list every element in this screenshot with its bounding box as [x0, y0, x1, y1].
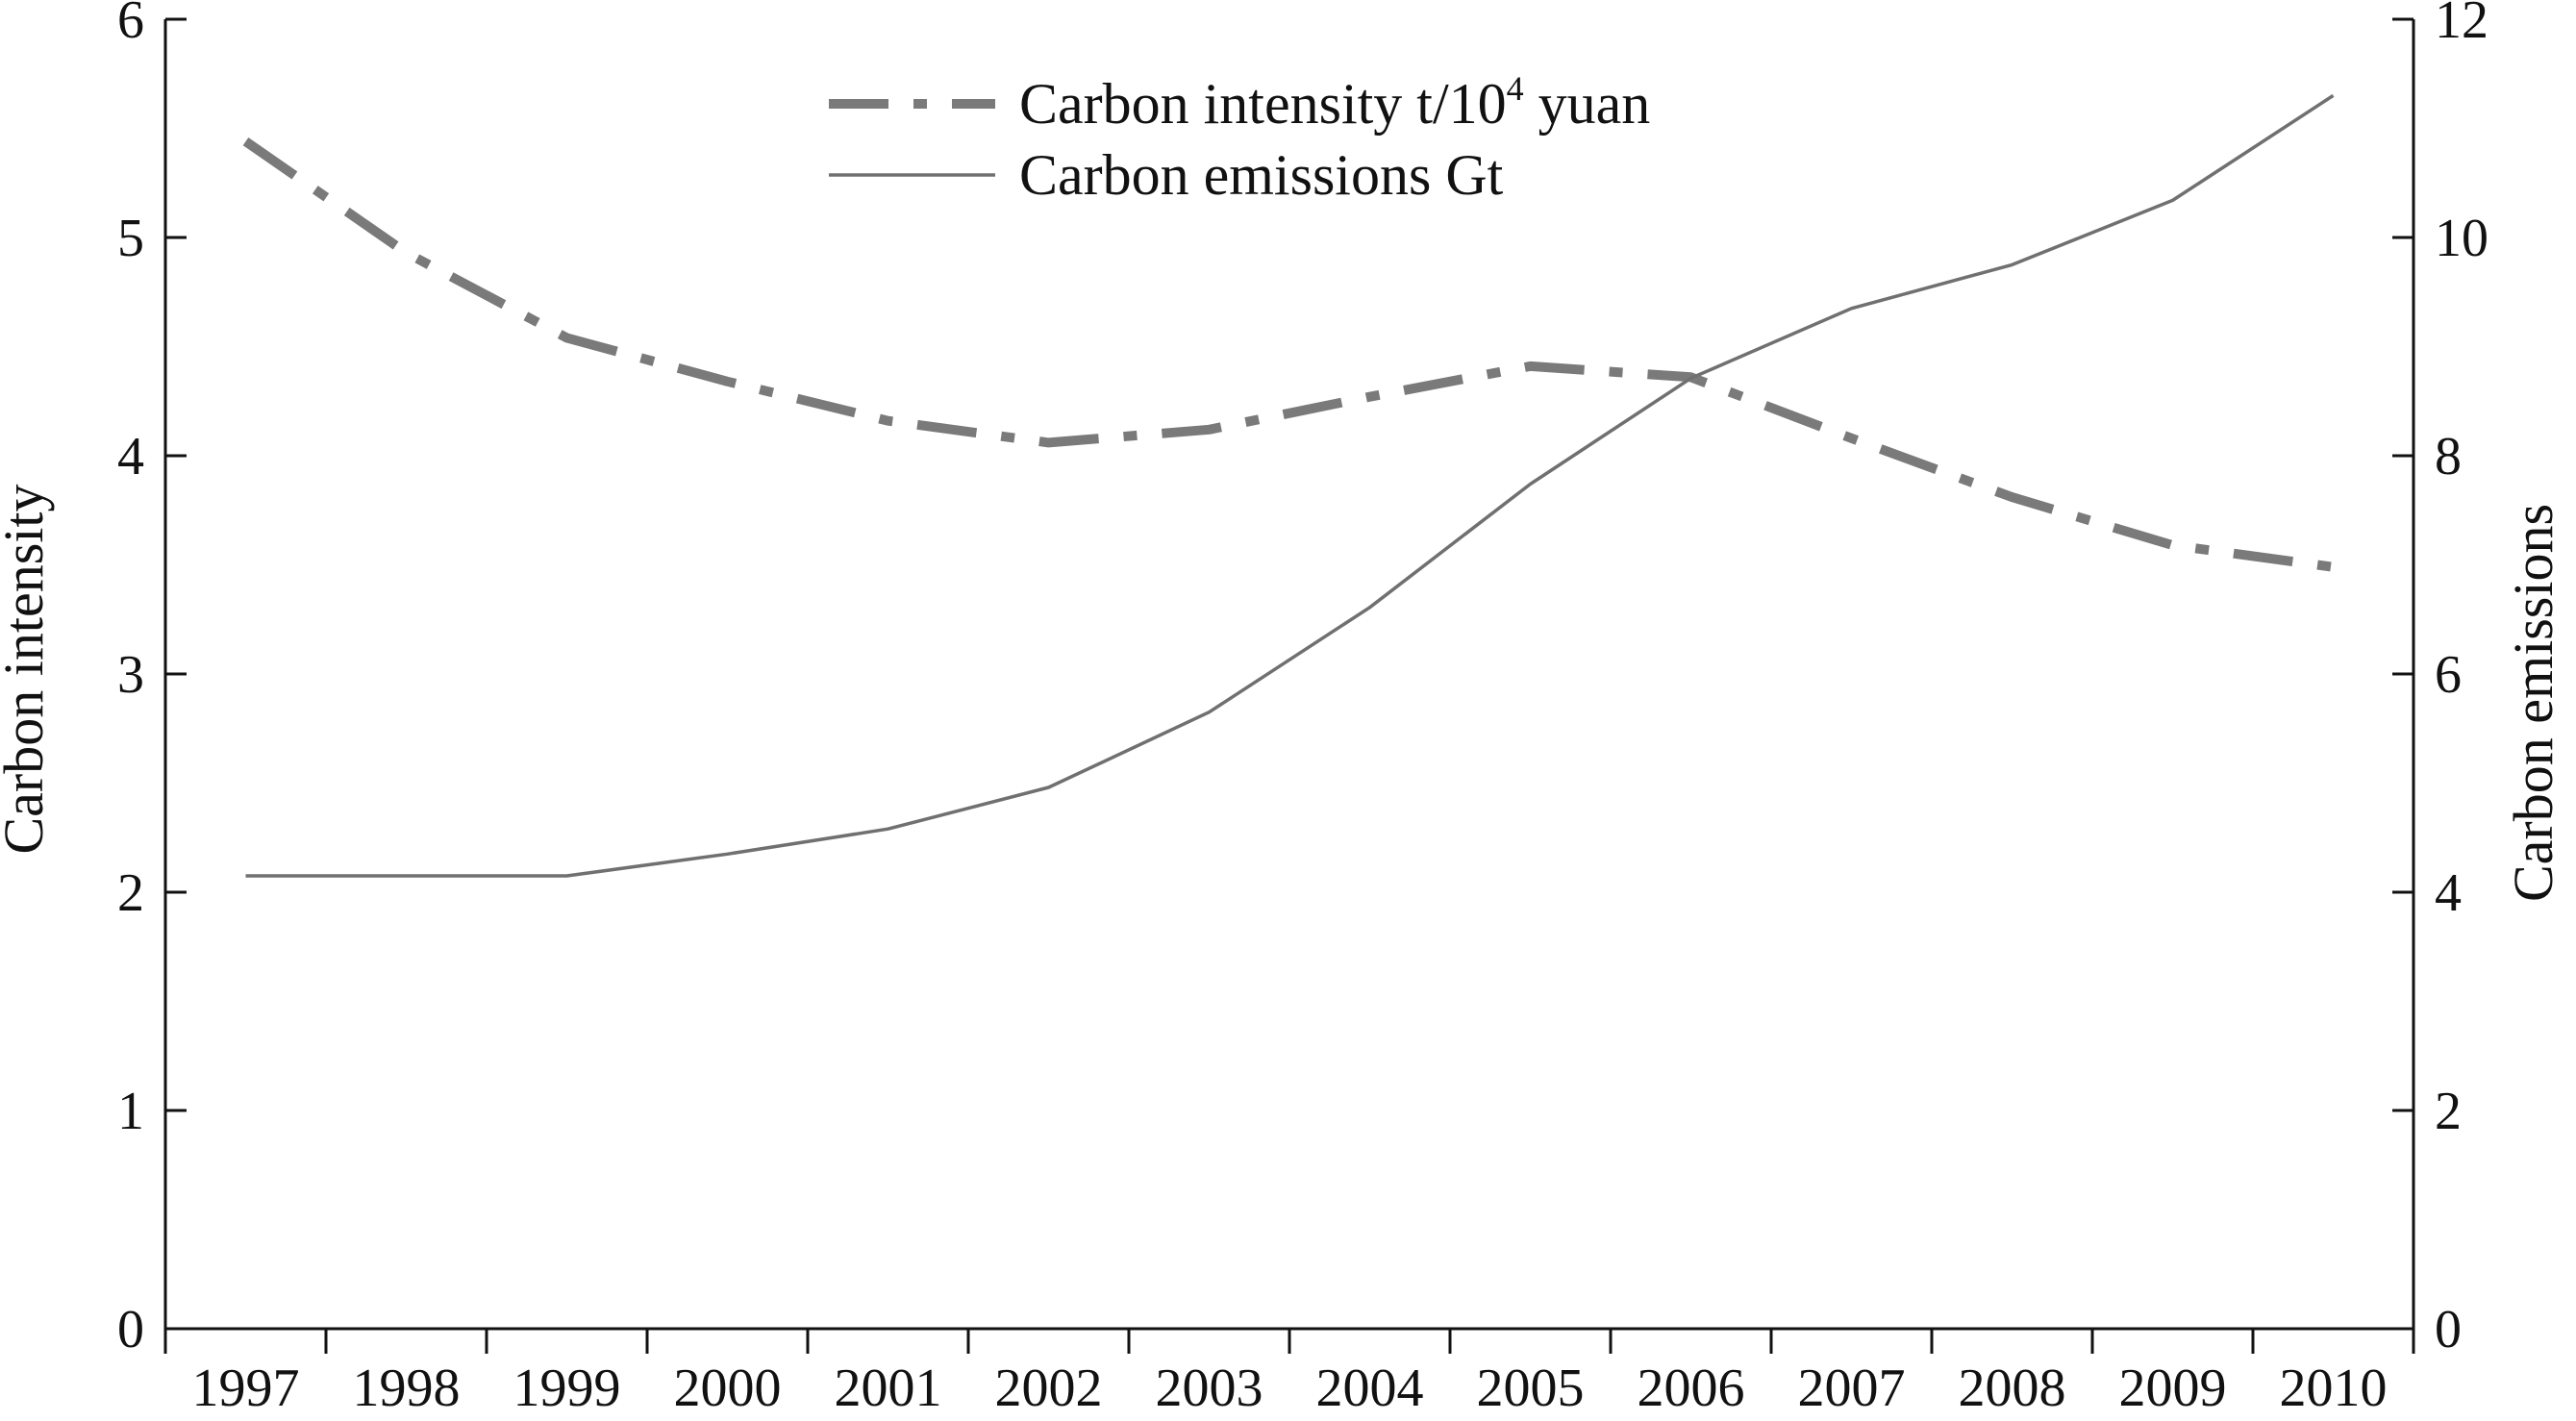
x-axis-tick-label: 2004 — [1316, 1359, 1424, 1418]
legend-label-carbon-intensity: Carbon intensity t/104 yuan — [1019, 69, 1650, 136]
carbon-emissions-line — [245, 93, 2335, 878]
series-layer — [242, 93, 2335, 878]
x-axis-tick-label: 1999 — [513, 1359, 621, 1418]
carbon-intensity-line — [242, 137, 2335, 572]
left-axis-tick-label: 6 — [117, 0, 144, 50]
x-axis-tick-label: 2006 — [1638, 1359, 1745, 1418]
x-axis-tick-label: 2008 — [1959, 1359, 2066, 1418]
right-axis-tick-label: 10 — [2435, 209, 2488, 268]
legend-label-carbon-emissions: Carbon emissions Gt — [1019, 143, 1504, 207]
x-axis-tick-label: 2005 — [1477, 1359, 1585, 1418]
right-axis-tick-label: 6 — [2435, 645, 2462, 705]
left-axis-tick-label: 4 — [117, 427, 144, 486]
x-axis-tick-label: 2010 — [2280, 1359, 2388, 1418]
right-axis-tick-label: 0 — [2435, 1300, 2462, 1359]
x-axis-tick-label: 2002 — [995, 1359, 1103, 1418]
x-axis-tick-label: 2003 — [1156, 1359, 1263, 1418]
left-axis-title: Carbon intensity — [0, 484, 55, 854]
right-axis-tick-label: 12 — [2435, 0, 2488, 50]
legend: Carbon intensity t/104 yuan Carbon emissi… — [829, 69, 1650, 207]
right-axis-tick-label: 8 — [2435, 427, 2462, 486]
x-axis-tick-label: 2009 — [2119, 1359, 2227, 1418]
left-axis-tick-label: 0 — [117, 1300, 144, 1359]
x-axis-tick-label: 2001 — [835, 1359, 942, 1418]
x-axis-tick-label: 2000 — [674, 1359, 782, 1418]
x-axis-tick-label: 1998 — [353, 1359, 461, 1418]
x-axis-tick-label: 1997 — [192, 1359, 300, 1418]
x-axis-tick-label: 2007 — [1798, 1359, 1906, 1418]
left-axis-tick-label: 3 — [117, 645, 144, 705]
right-axis-title: Carbon emissions — [2502, 504, 2564, 902]
right-axis-tick-label: 4 — [2435, 863, 2462, 923]
left-axis-tick-label: 1 — [117, 1082, 144, 1141]
left-axis-tick-label: 5 — [117, 209, 144, 268]
left-axis-tick-label: 2 — [117, 863, 144, 923]
right-axis-tick-label: 2 — [2435, 1082, 2462, 1141]
